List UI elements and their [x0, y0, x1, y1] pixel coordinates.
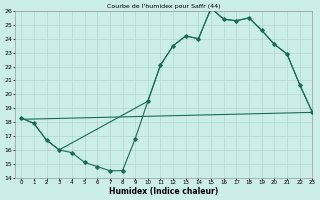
- Title: Courbe de l'humidex pour Saffr (44): Courbe de l'humidex pour Saffr (44): [107, 4, 220, 9]
- X-axis label: Humidex (Indice chaleur): Humidex (Indice chaleur): [109, 187, 218, 196]
